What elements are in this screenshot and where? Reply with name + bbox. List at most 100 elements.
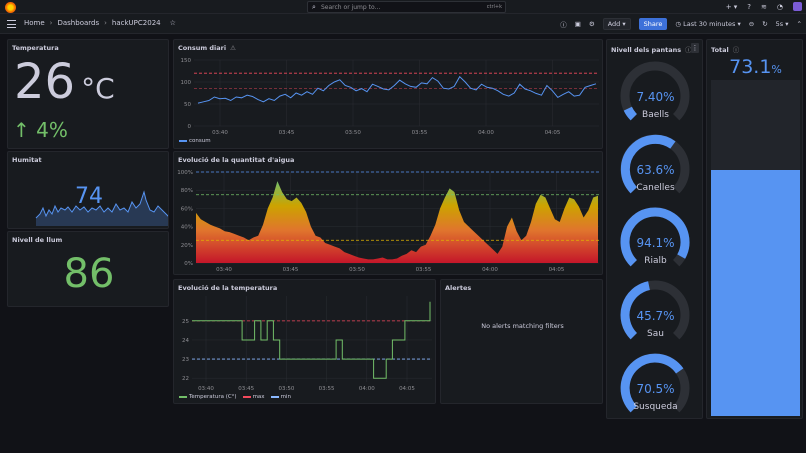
- alerts-empty-message: No alerts matching filters: [481, 322, 564, 330]
- y-tick-label: 0: [188, 124, 192, 130]
- x-tick-label: 03:40: [198, 386, 214, 392]
- gauge-arc: [620, 353, 690, 413]
- x-tick-label: 03:55: [319, 386, 335, 392]
- gauge-susqueda: 70.5% Susqueda: [607, 350, 702, 418]
- legend-item-max[interactable]: max: [242, 394, 265, 400]
- temperature-delta: ↑ 4%: [13, 118, 68, 142]
- collapse-icon[interactable]: ⌃: [796, 20, 802, 28]
- plus-icon[interactable]: + ▾: [725, 2, 738, 11]
- gauge-value: 45.7%: [636, 309, 675, 323]
- x-tick-label: 03:45: [279, 130, 295, 136]
- gauge-value: 70.5%: [636, 382, 675, 396]
- gauge-label: Susqueda: [633, 402, 678, 412]
- panel-title: Total ⓘ: [711, 46, 740, 54]
- x-tick-label: 04:00: [359, 386, 375, 392]
- panel-consum-diari: Consum diari ⚠ 0 50 100 150 03:40 03:45 03:50 03…: [173, 39, 603, 149]
- panel-title: Nivell de llum: [12, 236, 63, 244]
- chevron-right-icon: ›: [104, 19, 107, 27]
- humidity-value: 74: [75, 184, 103, 209]
- breadcrumb-home[interactable]: Home: [24, 19, 45, 27]
- gauge-track: [620, 61, 690, 121]
- y-tick-label: 24: [182, 338, 189, 344]
- gauge-label: Sau: [647, 329, 664, 339]
- legend-item-temperature[interactable]: Temperatura (C°): [179, 394, 237, 400]
- breadcrumb-current: hackUPC2024: [111, 19, 161, 27]
- y-tick-label: 100: [181, 80, 192, 86]
- y-tick-label: 50: [184, 102, 191, 108]
- series-line-temperature: [192, 301, 431, 379]
- breadcrumb: Home › Dashboards › hackUPC2024 ☆: [24, 19, 176, 27]
- insights-icon[interactable]: ⓘ: [560, 21, 567, 29]
- chevron-right-icon: ›: [49, 19, 53, 27]
- panel-menu-icon[interactable]: ⋮: [691, 43, 699, 53]
- gauge-arc: [620, 280, 690, 340]
- panel-title: Humitat: [12, 156, 42, 164]
- panel-title: Alertes: [445, 284, 472, 292]
- gauge-label: Baells: [642, 110, 669, 120]
- gauge-fill: [620, 134, 676, 194]
- search-shortcut: ctrl+k: [486, 4, 502, 10]
- series-line-consum: [197, 75, 597, 104]
- top-right-icons: + ▾ ? ≋ ◔: [726, 2, 802, 11]
- x-tick-label: 04:00: [478, 130, 494, 136]
- rss-icon[interactable]: ◔: [776, 2, 783, 11]
- panel-title: Evolució de la temperatura: [178, 284, 278, 292]
- x-tick-label: 03:50: [345, 130, 361, 136]
- menu-icon[interactable]: [7, 20, 16, 28]
- consum-legend: consum: [179, 138, 211, 144]
- gauge-fill: [620, 281, 651, 340]
- gauge-arc: [620, 207, 690, 267]
- refresh-icon[interactable]: ↻: [762, 20, 768, 28]
- gauge-rialb: 94.1% Rialb: [607, 204, 702, 276]
- save-icon[interactable]: ▣: [574, 20, 581, 28]
- panel-title: Temperatura: [12, 44, 59, 52]
- star-icon[interactable]: ☆: [169, 19, 176, 27]
- gauge-fill: [623, 106, 638, 121]
- total-bar-track: [711, 80, 800, 416]
- y-tick-label: 100%: [177, 170, 193, 176]
- panel-total: Total ⓘ 73.1%: [706, 39, 803, 419]
- gauge-arc: [620, 61, 690, 121]
- avatar[interactable]: [793, 2, 802, 11]
- x-tick-label: 04:05: [399, 386, 415, 392]
- gauge-fill: [620, 353, 684, 413]
- add-button[interactable]: Add ▾: [602, 18, 631, 30]
- temperature-value: 26 °C: [14, 54, 115, 110]
- dashboard-toolbar: ⓘ ▣ ⚙ Add ▾ Share ◷ Last 30 minutes ▾ ⊖ …: [560, 18, 802, 30]
- search-input[interactable]: ⌕ Search or jump to... ctrl+k: [307, 1, 506, 13]
- zoom-out-icon[interactable]: ⊖: [748, 20, 755, 28]
- settings-icon[interactable]: ⚙: [588, 20, 595, 28]
- news-icon[interactable]: ≋: [761, 2, 767, 11]
- help-icon[interactable]: ?: [747, 2, 752, 11]
- nav-bar: Home › Dashboards › hackUPC2024 ☆ ⓘ ▣ ⚙ …: [0, 14, 806, 34]
- panel-humitat: Humitat 74: [7, 151, 169, 229]
- y-tick-label: 22: [182, 376, 189, 382]
- y-tick-label: 80%: [181, 188, 193, 194]
- x-tick-label: 03:45: [283, 267, 299, 273]
- search-placeholder: Search or jump to...: [321, 4, 381, 11]
- arrow-up-icon: ↑: [13, 118, 30, 142]
- top-bar: ⌕ Search or jump to... ctrl+k + ▾ ? ≋ ◔: [0, 0, 806, 14]
- gauge-arc: [620, 134, 690, 194]
- total-value: 73.1%: [729, 56, 782, 78]
- humidity-sparkline: [35, 190, 168, 226]
- consum-chart: 0 50 100 150 03:40 03:45 03:50 03:55 04:00 04:05: [181, 58, 599, 136]
- refresh-interval-picker[interactable]: 5s ▾: [775, 20, 789, 28]
- share-button[interactable]: Share: [638, 18, 668, 30]
- info-icon: ⓘ: [685, 46, 692, 54]
- time-range-picker[interactable]: ◷ Last 30 minutes ▾: [675, 20, 741, 28]
- x-tick-label: 03:45: [238, 386, 254, 392]
- y-tick-label: 60%: [181, 206, 193, 212]
- legend-item-consum[interactable]: consum: [179, 138, 211, 144]
- grafana-logo-icon[interactable]: [5, 2, 16, 13]
- breadcrumb-dashboards[interactable]: Dashboards: [57, 19, 100, 27]
- panel-nivell-pantans: Nivell dels pantans ⓘ ⋮ 7.40% Baells 63.6% C…: [606, 39, 703, 419]
- legend-item-min[interactable]: min: [270, 394, 291, 400]
- panel-alertes: Alertes No alerts matching filters: [440, 279, 603, 404]
- info-icon: ⓘ: [732, 46, 740, 54]
- gauge-value: 63.6%: [636, 163, 675, 177]
- x-tick-label: 03:40: [216, 267, 232, 273]
- y-tick-label: 0%: [184, 261, 193, 267]
- y-tick-label: 150: [181, 58, 192, 64]
- x-tick-label: 03:50: [278, 386, 294, 392]
